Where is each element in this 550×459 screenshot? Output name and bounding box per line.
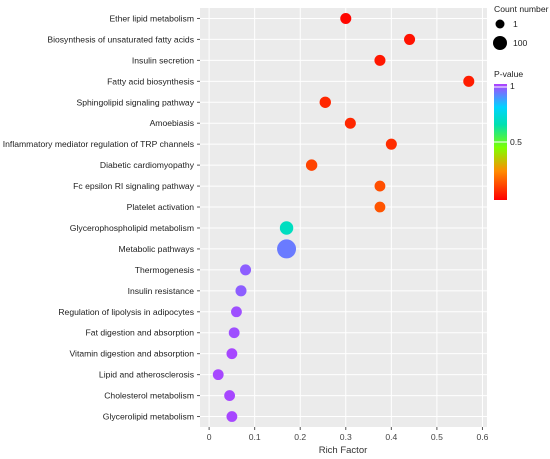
x-tick-label-6: 0.6 (476, 432, 488, 442)
category-label-3: Fatty acid biosynthesis (107, 76, 194, 86)
data-point-13 (235, 285, 247, 297)
data-point-16 (226, 348, 238, 360)
size-legend-label-large: 100 (513, 38, 528, 48)
data-point-10 (279, 221, 294, 235)
category-label-13: Insulin resistance (128, 286, 195, 296)
category-label-19: Glycerolipid metabolism (103, 412, 194, 422)
color-legend: P-value 1 0.5 (494, 69, 523, 200)
size-legend-title: Count number (494, 4, 549, 14)
x-axis-title: Rich Factor (319, 445, 368, 456)
category-label-11: Metabolic pathways (119, 244, 194, 254)
data-point-17 (212, 369, 224, 381)
category-label-18: Cholesterol metabolism (104, 391, 194, 401)
x-tick-label-3: 0.3 (340, 432, 352, 442)
color-legend-label-0.5: 0.5 (510, 137, 522, 147)
category-label-6: Inflammatory mediator regulation of TRP … (3, 139, 194, 149)
size-legend-dot-small (495, 19, 505, 29)
category-label-4: Sphingolipid signaling pathway (76, 97, 194, 107)
x-tick-label-0: 0 (207, 432, 212, 442)
x-tick-label-4: 0.4 (385, 432, 397, 442)
data-point-2 (374, 54, 386, 66)
category-label-0: Ether lipid metabolism (109, 13, 194, 23)
category-label-2: Insulin secretion (132, 55, 194, 65)
category-label-8: Fc epsilon RI signaling pathway (73, 181, 195, 191)
size-legend-dot-large (493, 36, 507, 50)
data-point-11 (277, 239, 297, 259)
color-legend-label-1: 1 (510, 81, 515, 91)
plot-panel (200, 8, 487, 427)
category-label-7: Diabetic cardiomyopathy (100, 160, 195, 170)
category-label-10: Glycerophospholipid metabolism (70, 223, 194, 233)
category-label-16: Vitamin digestion and absorption (69, 349, 194, 359)
grid-lines (200, 8, 487, 427)
category-label-9: Platelet activation (127, 202, 195, 212)
x-axis-ticks: 0 0.1 0.2 0.3 0.4 0.5 0.6 (207, 427, 489, 442)
data-point-4 (319, 96, 331, 108)
size-legend-label-small: 1 (513, 19, 518, 29)
category-label-1: Biosynthesis of unsaturated fatty acids (47, 34, 194, 44)
category-label-14: Regulation of lipolysis in adipocytes (58, 307, 194, 317)
x-tick-label-5: 0.5 (431, 432, 443, 442)
data-point-5 (344, 117, 356, 129)
size-legend: Count number 1 100 (493, 4, 549, 50)
data-point-1 (404, 33, 416, 45)
category-label-17: Lipid and atherosclerosis (99, 370, 194, 380)
x-tick-label-2: 0.2 (294, 432, 306, 442)
data-point-6 (385, 138, 397, 150)
category-labels: Ether lipid metabolism Biosynthesis of un… (3, 13, 200, 422)
data-point-15 (228, 327, 240, 339)
data-point-9 (374, 201, 386, 213)
data-point-19 (226, 411, 238, 422)
data-point-0 (340, 12, 352, 24)
category-label-12: Thermogenesis (135, 265, 194, 275)
color-legend-title: P-value (494, 69, 523, 79)
data-point-3 (463, 75, 475, 87)
data-point-18 (224, 390, 236, 401)
category-label-5: Amoebiasis (150, 118, 194, 128)
data-point-12 (240, 264, 252, 276)
data-point-14 (231, 306, 242, 318)
data-point-7 (305, 159, 318, 171)
data-points (212, 12, 475, 422)
data-point-8 (374, 180, 386, 192)
category-label-15: Fat digestion and absorption (86, 328, 195, 338)
x-tick-label-1: 0.1 (249, 432, 261, 442)
